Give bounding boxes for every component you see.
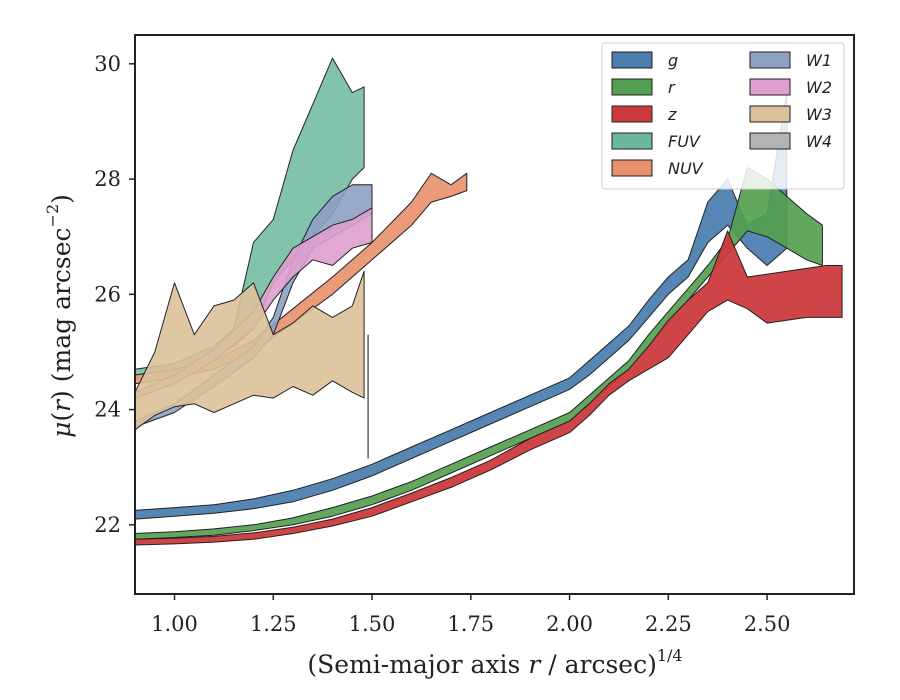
x-tick-label: 2.00 (546, 612, 593, 636)
y-tick-label: 24 (94, 398, 121, 422)
legend-swatch-r (611, 78, 653, 96)
legend-swatch-g (611, 51, 653, 69)
legend-swatch-nuv (611, 159, 653, 177)
x-axis-label: (Semi-major axis r / arcsec)1/4 (307, 646, 682, 679)
legend-swatch-w1 (749, 51, 791, 69)
legend-swatch-fuv (611, 132, 653, 150)
x-tick-label: 1.00 (151, 612, 198, 636)
legend: grz FUV NUV W1 W2 W3 W4 (601, 42, 845, 190)
legend-label-r: r (668, 78, 676, 97)
legend-swatch-z (611, 105, 653, 123)
legend-label-fuv: FUV (668, 132, 701, 151)
y-axis-ticks: 22 24 26 28 30 (94, 52, 135, 537)
y-tick-label: 22 (94, 513, 121, 537)
legend-label-w3: W3 (806, 105, 832, 124)
legend-label-w2: W2 (806, 78, 832, 97)
x-axis-ticks: 1.00 1.25 1.50 1.75 2.00 2.25 2.50 (151, 594, 790, 636)
legend-label-w4: W4 (806, 132, 832, 151)
y-tick-label: 30 (94, 52, 121, 76)
x-tick-label: 1.50 (349, 612, 396, 636)
legend-swatch-w3 (749, 105, 791, 123)
x-tick-label: 1.75 (447, 612, 494, 636)
legend-label-z: z (667, 105, 677, 124)
band-r (134, 167, 823, 540)
x-tick-label: 2.25 (645, 612, 692, 636)
y-axis-label: μ(r) (mag arcsec−2) (43, 194, 76, 438)
legend-label-w1: W1 (806, 51, 832, 70)
y-tick-label: 28 (94, 167, 121, 191)
band-w3 (134, 270, 365, 431)
series-bands (134, 57, 843, 546)
legend-swatch-w2 (749, 78, 791, 96)
x-tick-label: 1.25 (250, 612, 297, 636)
x-tick-label: 2.50 (744, 612, 791, 636)
plot-frame (134, 34, 855, 595)
legend-swatch-w4 (749, 132, 791, 150)
legend-label-nuv: NUV (668, 159, 704, 178)
legend-label-g: g (668, 51, 678, 70)
band-z (134, 230, 843, 546)
y-tick-label: 26 (94, 282, 121, 306)
